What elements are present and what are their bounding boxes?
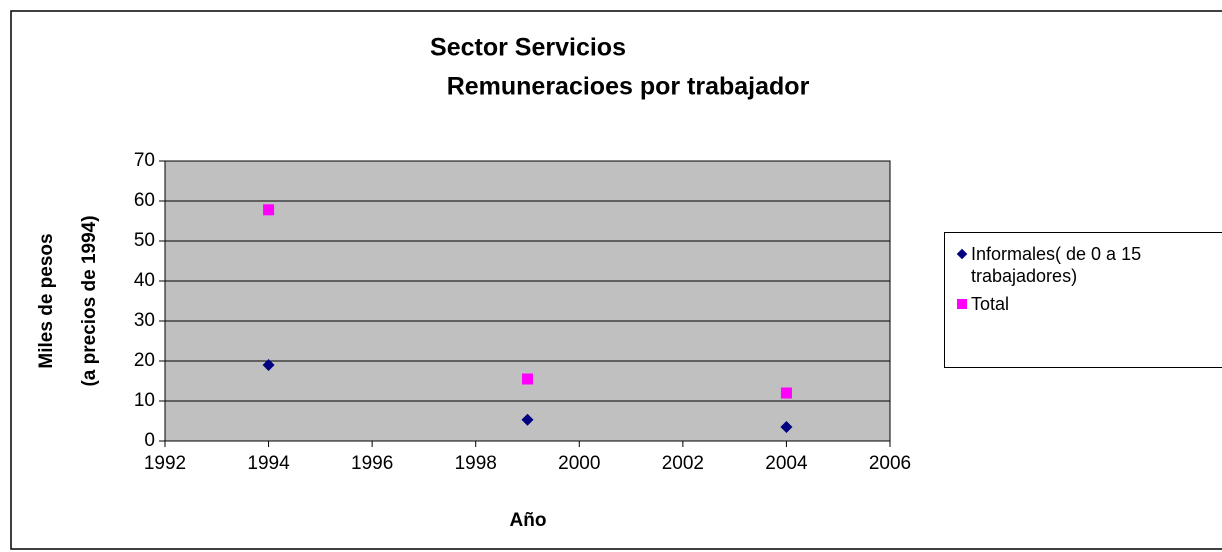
chart-title: Remuneracioes por trabajador — [447, 73, 810, 101]
legend-label: Total — [971, 294, 1010, 314]
y-tick-label: 10 — [134, 390, 155, 411]
point — [780, 387, 792, 399]
legend-label: Informales( de 0 a 15 trabajadores) — [971, 244, 1142, 286]
x-tick-label: 1998 — [455, 453, 497, 474]
y-tick-label: 70 — [134, 150, 155, 171]
point — [780, 421, 793, 433]
plot-area — [164, 160, 891, 442]
point — [263, 204, 275, 216]
legend-marker — [957, 299, 967, 309]
x-tick-label: 1996 — [351, 453, 393, 474]
legend: Informales( de 0 a 15 trabajadores) Total — [944, 232, 1222, 368]
y-tick-label: 0 — [144, 430, 155, 451]
x-tick-label: 2002 — [662, 453, 704, 474]
point — [522, 373, 533, 385]
x-axis-label: Año — [510, 510, 547, 531]
y-tick-label: 20 — [134, 350, 155, 371]
x-tick-label: 2004 — [765, 453, 808, 474]
y-tick-label: 40 — [134, 270, 155, 291]
y-tick-label: 30 — [134, 310, 155, 331]
point — [521, 413, 534, 426]
x-tick-label: 2000 — [558, 453, 600, 474]
x-tick-label: 1992 — [144, 453, 186, 474]
y-tick-label: 60 — [134, 190, 155, 211]
point — [262, 359, 275, 371]
legend-item: Total — [957, 293, 1222, 315]
x-tick-label: 1994 — [247, 453, 290, 474]
legend-item: Informales( de 0 a 15 trabajadores) — [956, 243, 1222, 287]
y-axis-label: (a precios de 1994) — [79, 215, 100, 386]
legend-marker — [956, 248, 968, 260]
y-axis-label: Miles de pesos — [36, 233, 57, 368]
y-tick-label: 50 — [134, 230, 155, 251]
x-tick-label: 2006 — [869, 453, 911, 474]
chart-title: Sector Servicios — [430, 34, 626, 62]
